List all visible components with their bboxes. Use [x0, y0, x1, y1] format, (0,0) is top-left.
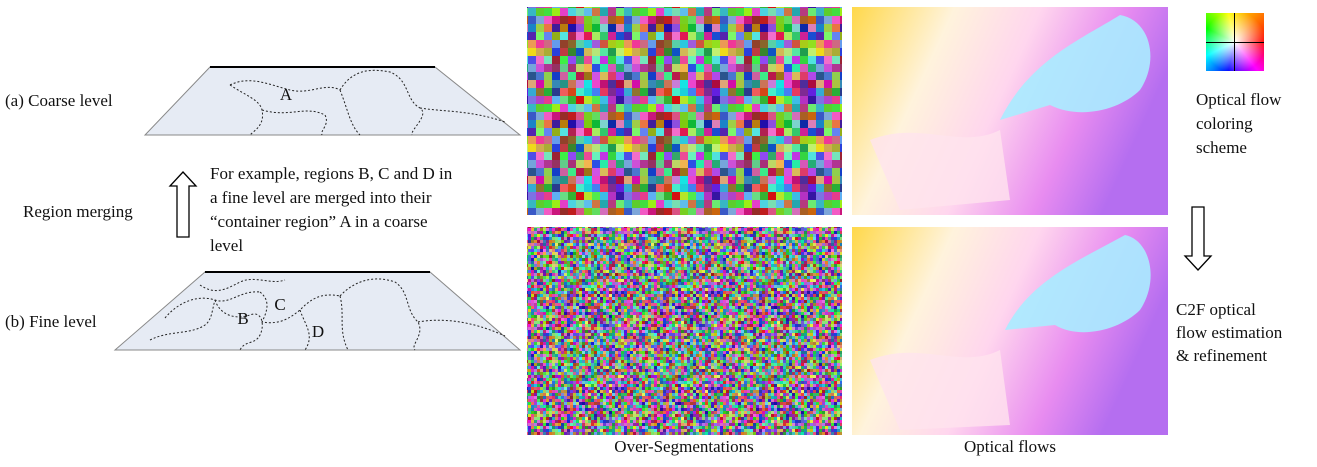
region-label: C — [274, 295, 285, 314]
caption: Over-Segmentations — [614, 437, 753, 456]
text-line: “container region” A in a coarse — [210, 212, 428, 231]
text-line: C2F optical — [1176, 300, 1256, 319]
figure: A B C D (a) Coarse level (b) Fine level … — [0, 0, 1317, 462]
text-line: Optical flow — [1196, 90, 1282, 109]
color-wheel — [1206, 13, 1264, 71]
text-line: flow estimation — [1176, 323, 1283, 342]
text-line: & refinement — [1176, 346, 1267, 365]
text-line: For example, regions B, C and D in — [210, 164, 453, 183]
caption: Optical flows — [964, 437, 1056, 456]
region-label: D — [312, 322, 324, 341]
example-text: For example, regions B, C and D in a fine… — [210, 164, 453, 255]
coarse-label: (a) Coarse level — [5, 91, 113, 110]
fine-label: (b) Fine level — [5, 312, 97, 331]
image — [527, 227, 842, 435]
fine-level-diagram: B C D — [115, 272, 520, 350]
region-label: B — [237, 309, 248, 328]
region-label: A — [280, 85, 293, 104]
text-line: coloring — [1196, 114, 1253, 133]
down-arrow — [1185, 207, 1211, 270]
segmentation-fine — [527, 227, 842, 435]
flow-fine — [852, 227, 1168, 435]
coarse-level-diagram: A — [145, 67, 520, 135]
text-line: level — [210, 236, 243, 255]
segmentation-coarse — [527, 7, 842, 215]
text-line: a fine level are merged into their — [210, 188, 432, 207]
text-line: scheme — [1196, 138, 1247, 157]
merge-label: Region merging — [23, 202, 133, 221]
image — [527, 7, 842, 215]
c2f-text: C2F optical flow estimation & refinement — [1176, 300, 1283, 365]
flow-coarse — [852, 7, 1168, 215]
scheme-text: Optical flow coloring scheme — [1196, 90, 1282, 157]
up-arrow — [170, 172, 196, 237]
